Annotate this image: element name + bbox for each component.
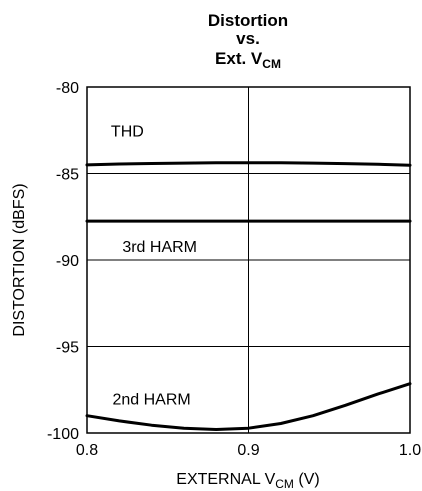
- x-tick-label-0: 0.8: [76, 442, 98, 459]
- series-label-0: THD: [111, 123, 144, 140]
- x-tick-labels: 0.8 0.9 1.0: [76, 442, 421, 459]
- y-axis-label: DISTORTION (dBFS): [11, 183, 28, 336]
- title-line-1: Distortion: [208, 11, 288, 30]
- y-tick-label-4: -100: [47, 426, 79, 443]
- series-label-2: 2nd HARM: [112, 391, 190, 408]
- series-group: THD 3rd HARM 2nd HARM: [85, 123, 412, 431]
- x-axis-label-suffix: (V): [294, 471, 320, 488]
- y-tick-label-2: -90: [56, 253, 79, 270]
- x-tick-label-2: 1.0: [399, 442, 421, 459]
- chart-title: Distortion vs. Ext. VCM: [208, 11, 288, 71]
- x-tick-label-1: 0.9: [237, 442, 259, 459]
- y-tick-label-1: -85: [56, 167, 79, 184]
- x-axis-label: EXTERNAL VCM (V): [176, 471, 319, 491]
- y-tick-label-0: -80: [56, 80, 79, 97]
- plot-frame: [86, 86, 411, 434]
- series-line-2: [85, 382, 412, 431]
- x-axis-label-main: EXTERNAL V: [176, 471, 275, 488]
- y-tick-label-3: -95: [56, 340, 79, 357]
- series-label-1: 3rd HARM: [122, 239, 197, 256]
- series-line-0: [85, 161, 412, 167]
- y-tick-labels: -80 -85 -90 -95 -100: [47, 80, 79, 443]
- x-axis-label-subscript: CM: [275, 477, 294, 491]
- title-line-2: vs.: [236, 29, 260, 48]
- title-line-3: Ext. VCM: [215, 49, 281, 71]
- title-line-3-main: Ext. V: [215, 49, 263, 68]
- title-line-3-subscript: CM: [262, 57, 281, 71]
